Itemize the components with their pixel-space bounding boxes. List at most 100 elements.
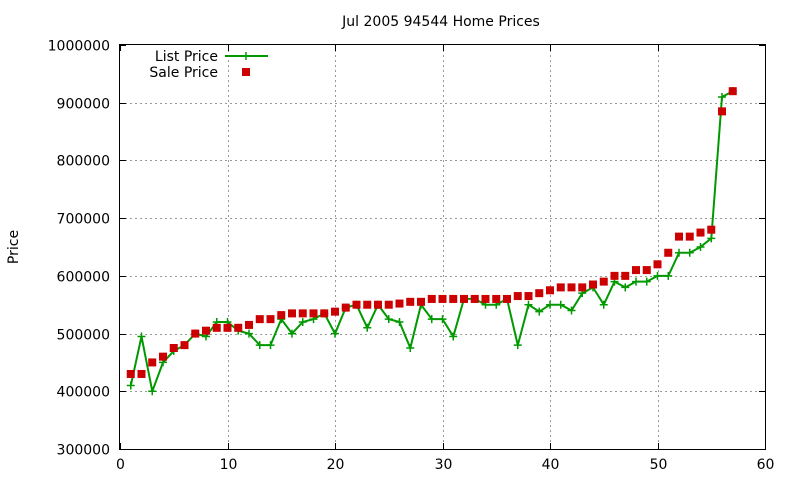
list-price-point bbox=[621, 283, 630, 292]
sale-price-point bbox=[126, 369, 135, 378]
sale-price-point bbox=[395, 299, 404, 308]
x-tick-label: 0 bbox=[116, 457, 125, 473]
y-tick-label: 600000 bbox=[57, 270, 110, 286]
sale-price-point bbox=[524, 292, 533, 301]
legend-label: Sale Price bbox=[149, 65, 218, 81]
list-price-point bbox=[567, 306, 576, 315]
sale-price-point bbox=[148, 358, 157, 367]
list-price-point bbox=[245, 329, 253, 338]
list-price-point bbox=[696, 243, 705, 251]
list-price-point bbox=[685, 248, 694, 257]
sale-price-point bbox=[212, 323, 221, 332]
sale-price-point bbox=[546, 286, 554, 295]
sale-price-point bbox=[245, 320, 253, 329]
sale-price-point bbox=[567, 283, 576, 292]
sale-price-point bbox=[707, 225, 716, 234]
list-price-point bbox=[546, 300, 554, 309]
sale-price-point bbox=[234, 323, 243, 332]
x-tick-label: 40 bbox=[542, 457, 560, 473]
sale-price-point bbox=[718, 107, 726, 116]
series-layer bbox=[126, 87, 737, 396]
sale-price-point bbox=[288, 309, 296, 318]
plot-frame bbox=[119, 44, 766, 450]
sale-price-point bbox=[578, 283, 587, 292]
list-price-point bbox=[288, 329, 296, 338]
sale-price-point bbox=[728, 87, 737, 96]
y-tick-label: 300000 bbox=[57, 443, 110, 459]
sale-price-point bbox=[449, 294, 458, 303]
y-axis-label: Price bbox=[6, 230, 22, 264]
list-price-point bbox=[632, 277, 640, 286]
chart-title: Jul 2005 94544 Home Prices bbox=[341, 14, 540, 30]
sale-price-point bbox=[309, 309, 318, 318]
sale-price-point bbox=[320, 309, 329, 318]
sale-price-point bbox=[363, 300, 372, 309]
sale-price-point bbox=[664, 248, 673, 257]
y-tick-label: 900000 bbox=[57, 97, 110, 113]
sale-price-point bbox=[675, 232, 683, 241]
list-price-point bbox=[255, 341, 264, 350]
y-tick-label: 1000000 bbox=[48, 39, 110, 55]
sale-price-point bbox=[202, 326, 210, 335]
sale-price-point bbox=[685, 232, 694, 241]
sale-price-point bbox=[374, 300, 382, 309]
axis-ticks: 300000 400000 500000 600000 700000 800000 9000… bbox=[48, 39, 775, 474]
sale-price-point bbox=[460, 294, 468, 303]
list-price-point bbox=[266, 341, 275, 350]
x-tick-label: 60 bbox=[757, 457, 775, 473]
legend-plus-marker bbox=[242, 52, 250, 60]
sale-price-point bbox=[513, 292, 522, 301]
sale-price-point bbox=[438, 294, 447, 303]
y-tick-label: 700000 bbox=[57, 212, 110, 228]
list-price-point bbox=[642, 277, 651, 286]
gridlines bbox=[120, 45, 765, 449]
x-tick-label: 10 bbox=[220, 457, 238, 473]
sale-price-point bbox=[589, 280, 597, 289]
list-price-point bbox=[363, 323, 372, 332]
list-price-point bbox=[298, 318, 307, 327]
y-tick-label: 800000 bbox=[57, 154, 110, 170]
list-price-point bbox=[126, 381, 135, 390]
sale-price-point bbox=[632, 266, 640, 275]
list-price-point bbox=[395, 318, 404, 327]
list-price-point bbox=[384, 315, 393, 324]
x-tick-label: 30 bbox=[435, 457, 453, 473]
list-price-line bbox=[129, 90, 734, 395]
sale-price-point bbox=[266, 315, 275, 324]
sale-price-point bbox=[427, 294, 436, 303]
list-price-point bbox=[524, 300, 533, 309]
list-price-point bbox=[718, 92, 726, 101]
sale-price-point bbox=[535, 289, 544, 298]
list-price-point bbox=[137, 332, 146, 341]
sale-price-point bbox=[277, 311, 286, 320]
sale-price-point bbox=[169, 344, 178, 352]
list-price-point bbox=[664, 271, 673, 280]
list-price-point bbox=[513, 341, 522, 350]
sale-price-point bbox=[610, 271, 619, 280]
y-tick-label: 400000 bbox=[57, 385, 110, 401]
list-price-point bbox=[599, 300, 608, 309]
y-tick-label: 500000 bbox=[57, 328, 110, 344]
sale-price-point bbox=[298, 309, 307, 318]
sale-price-point bbox=[599, 277, 608, 286]
x-tick-label: 20 bbox=[327, 457, 345, 473]
list-price-point bbox=[438, 315, 447, 324]
sale-price-point bbox=[696, 228, 705, 237]
sale-price-point bbox=[180, 341, 189, 350]
list-price-point bbox=[148, 387, 157, 396]
list-price-point bbox=[331, 329, 339, 338]
list-price-point bbox=[675, 248, 683, 257]
sale-price-point bbox=[621, 271, 630, 280]
list-price-point bbox=[653, 271, 662, 280]
sale-price-point bbox=[503, 294, 511, 303]
sale-price-point bbox=[406, 297, 415, 306]
list-price-point bbox=[427, 315, 436, 324]
sale-price-series bbox=[126, 87, 737, 378]
sale-price-point bbox=[384, 300, 393, 309]
legend-square-marker bbox=[242, 68, 250, 76]
list-price-series bbox=[126, 87, 737, 396]
x-tick-label: 50 bbox=[650, 457, 668, 473]
list-price-point bbox=[449, 332, 458, 341]
